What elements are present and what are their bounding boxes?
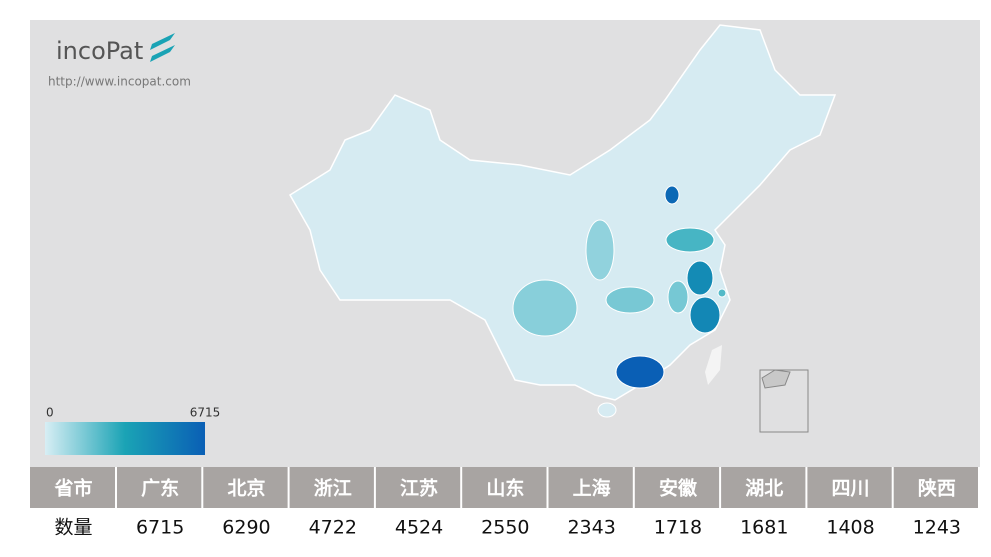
header-cell [893,467,978,508]
header-text: 江苏 [400,477,438,500]
header-cell [807,467,892,508]
province [585,219,615,281]
header-cell [721,467,806,508]
data-cell [634,508,720,548]
cell-text: 4524 [395,517,443,539]
header-cell [375,467,461,508]
cell-text: 2550 [481,517,529,539]
data-cell [375,508,461,548]
inset-frame [759,369,809,433]
header-text: 省市 [53,477,92,500]
logo-icon [150,33,175,62]
province [667,280,689,314]
data-cell [117,508,202,548]
cell-text: 6290 [222,517,270,539]
province-layer [512,185,727,389]
header-text: 上海 [573,477,611,500]
header-cell [634,467,720,508]
data-cell [289,508,374,548]
island [597,402,617,418]
data-cell [462,508,547,548]
header-text: 安徽 [659,477,698,500]
cell-text: 数量 [54,517,92,539]
legend-max: 6715 [190,406,221,420]
island [705,345,722,385]
province [605,286,655,314]
province [615,355,665,389]
header-cell [117,467,202,508]
header-text: 湖北 [745,478,783,500]
header-text: 陕西 [918,477,956,500]
header-text: 浙江 [314,477,352,500]
header-cell [203,467,288,508]
province [665,227,715,253]
header-text: 广东 [141,477,179,500]
legend-min: 0 [46,406,54,420]
province [512,279,578,337]
cell-text: 2343 [567,517,615,539]
logo-url: http://www.incopat.com [48,75,191,89]
cell-text: 1243 [913,517,961,539]
header-text: 四川 [832,478,870,500]
header-cell [462,467,547,508]
cell-text: 1718 [654,517,702,539]
cell-text: 6715 [136,517,184,539]
province [686,260,714,296]
data-cell [807,508,892,548]
header-cell [548,467,633,508]
logo: incoPat [56,37,143,65]
cell-text: 4722 [309,517,357,539]
inset-land [761,369,791,389]
data-cell [30,508,115,548]
data-cell [721,508,806,548]
header-text: 北京 [227,477,265,500]
cell-text: 1681 [740,517,788,539]
header-cell [30,467,115,508]
province [689,296,721,334]
province [717,288,727,298]
province [664,185,680,205]
header-cell [289,467,374,508]
data-cell [893,508,978,548]
data-cell [548,508,633,548]
legend-bar [45,422,205,455]
data-cell [203,508,288,548]
cell-text: 1408 [826,517,874,539]
header-text: 山东 [486,477,524,500]
